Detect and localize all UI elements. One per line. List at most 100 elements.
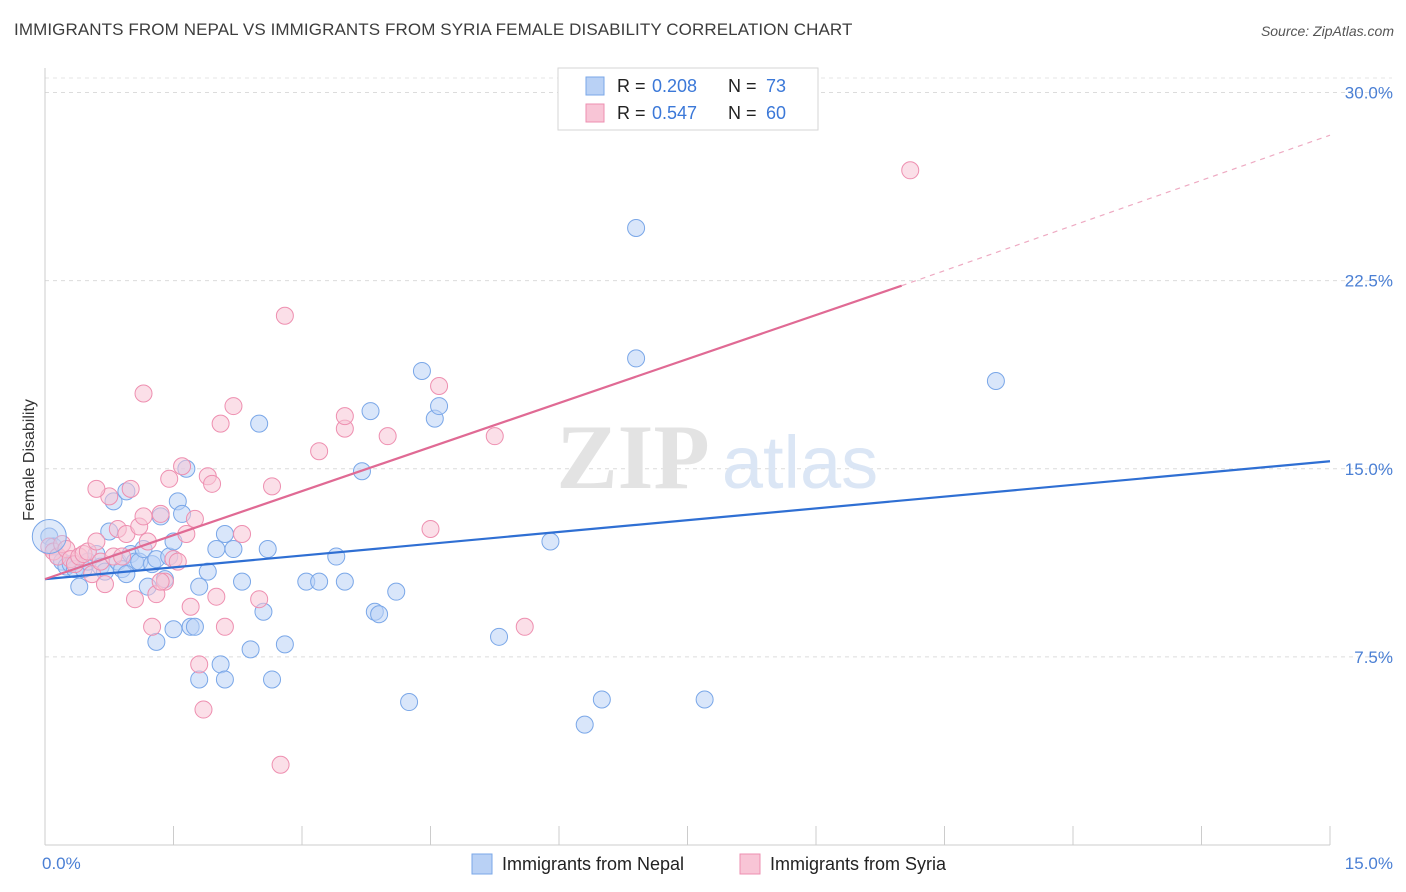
syria-point: [87, 532, 106, 551]
syria-point: [121, 479, 140, 498]
correlation-legend: R = 0.208 N = 73 R = 0.547 N = 60: [557, 67, 819, 131]
nepal-point: [370, 605, 389, 624]
legend-swatch: [471, 853, 493, 875]
watermark: ZIP atlas: [556, 406, 878, 508]
nepal-point: [335, 572, 354, 591]
legend-swatch: [585, 103, 605, 123]
legend-r-value: 0.208: [652, 76, 697, 96]
nepal-point: [592, 690, 611, 709]
nepal-point: [215, 670, 234, 689]
axes: [44, 68, 1331, 846]
nepal-point: [164, 620, 183, 639]
chart-title: IMMIGRANTS FROM NEPAL VS IMMIGRANTS FROM…: [14, 20, 853, 39]
y-tick-label: 15.0%: [1345, 460, 1393, 479]
nepal-point: [224, 540, 243, 559]
nepal-point: [190, 577, 209, 596]
syria-point: [134, 507, 153, 526]
nepal-point: [310, 572, 329, 591]
nepal-point: [361, 402, 380, 421]
y-tick-label: 7.5%: [1354, 648, 1393, 667]
nepal-point: [627, 349, 646, 368]
source-label: Source: ZipAtlas.com: [1260, 23, 1394, 39]
y-axis-label: Female Disability: [21, 399, 38, 521]
nepal-point: [575, 715, 594, 734]
syria-point: [151, 504, 170, 523]
nepal-point: [627, 218, 646, 237]
legend-n-label: N =: [728, 103, 757, 123]
nepal-point: [233, 572, 252, 591]
nepal-point: [430, 397, 449, 416]
grid-lines: [45, 77, 1392, 658]
x-tick-label: 15.0%: [1345, 854, 1393, 873]
legend-r-label: R =: [617, 103, 646, 123]
nepal-point: [250, 414, 269, 433]
nepal-point: [387, 582, 406, 601]
y-tick-label: 30.0%: [1345, 84, 1393, 103]
watermark-atlas: atlas: [722, 421, 878, 504]
syria-point: [190, 655, 209, 674]
nepal-point: [258, 540, 277, 559]
legend-label: Immigrants from Nepal: [502, 854, 684, 874]
nepal-point: [211, 655, 230, 674]
nepal-point: [215, 524, 234, 543]
syria-point: [275, 306, 294, 325]
syria-point: [134, 384, 153, 403]
syria-point: [173, 457, 192, 476]
trend-lines: [44, 134, 1331, 581]
syria-point: [194, 700, 213, 719]
nepal-point: [541, 532, 560, 551]
legend-swatch: [585, 76, 605, 96]
syria-point: [160, 469, 179, 488]
syria-point: [378, 427, 397, 446]
syria-point: [143, 617, 162, 636]
syria-point: [215, 617, 234, 636]
syria-trend-extension: [901, 134, 1331, 287]
nepal-point: [986, 371, 1005, 390]
legend-swatch: [739, 853, 761, 875]
nepal-point: [327, 547, 346, 566]
nepal-point: [190, 670, 209, 689]
legend-r-value: 0.547: [652, 103, 697, 123]
nepal-point: [207, 540, 226, 559]
nepal-point: [490, 627, 509, 646]
syria-point: [224, 397, 243, 416]
nepal-point: [185, 617, 204, 636]
syria-point: [203, 474, 222, 493]
syria-point: [233, 524, 252, 543]
syria-point: [125, 590, 144, 609]
nepal-point: [70, 577, 89, 596]
syria-point: [271, 755, 290, 774]
syria-point: [87, 479, 106, 498]
legend-r-label: R =: [617, 76, 646, 96]
syria-point: [151, 572, 170, 591]
syria-point: [335, 407, 354, 426]
syria-trend-line: [44, 284, 903, 581]
syria-point: [901, 161, 920, 180]
syria-point: [485, 427, 504, 446]
legend-n-value: 60: [766, 103, 786, 123]
legend-n-label: N =: [728, 76, 757, 96]
nepal-point: [695, 690, 714, 709]
syria-point: [310, 442, 329, 461]
nepal-point: [241, 640, 260, 659]
nepal-point: [412, 361, 431, 380]
syria-point: [95, 575, 114, 594]
syria-point: [515, 617, 534, 636]
nepal-point: [275, 635, 294, 654]
x-tick-label: 0.0%: [42, 854, 81, 873]
nepal-point: [147, 632, 166, 651]
syria-point: [421, 519, 440, 538]
syria-point: [430, 377, 449, 395]
syria-point: [207, 587, 226, 606]
y-tick-label: 22.5%: [1345, 272, 1393, 291]
nepal-point: [117, 565, 136, 584]
nepal-point: [400, 693, 419, 712]
watermark-zip: ZIP: [556, 406, 709, 508]
syria-point: [181, 597, 200, 616]
nepal-point: [263, 670, 282, 689]
syria-point: [263, 477, 282, 496]
legend-n-value: 73: [766, 76, 786, 96]
series-legend: Immigrants from Nepal Immigrants from Syr…: [471, 853, 947, 875]
nepal-trend-line: [44, 460, 1331, 581]
syria-point: [250, 590, 269, 609]
